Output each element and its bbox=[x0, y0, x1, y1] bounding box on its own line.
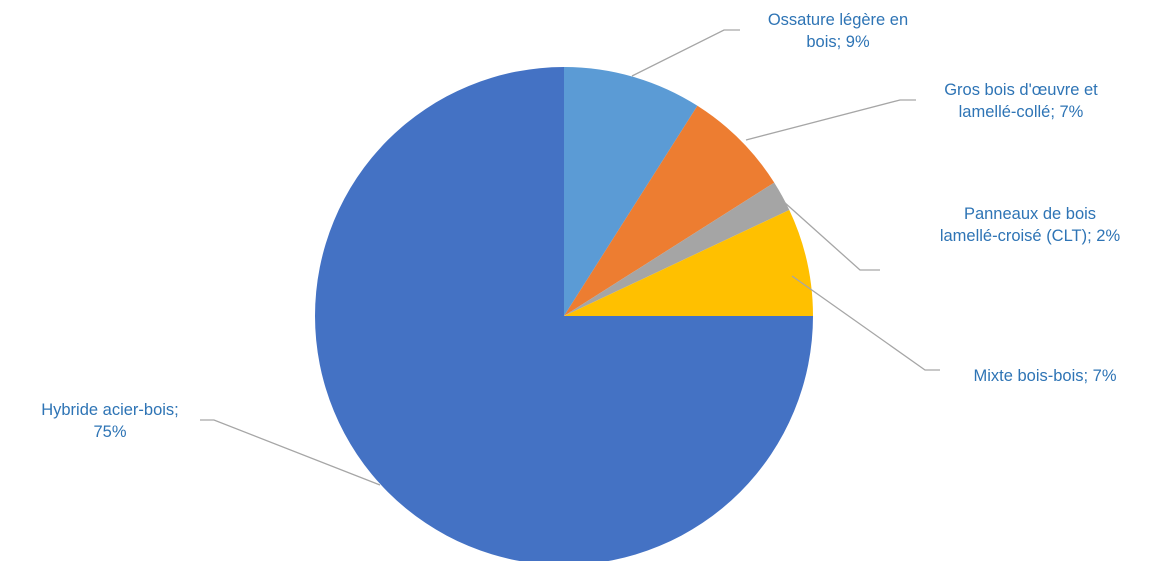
data-label-5-line-1: Hybride acier-bois; bbox=[41, 401, 179, 419]
leader-line-1 bbox=[631, 29, 740, 77]
data-label-2: Gros bois d'œuvre et lamellé-collé; 7% bbox=[944, 81, 1098, 121]
data-label-3-line-1: Panneaux de bois bbox=[964, 205, 1096, 223]
leader-line-4 bbox=[791, 275, 940, 371]
pie-slice-1 bbox=[564, 67, 698, 316]
data-label-1-line-1: Ossature légère en bbox=[768, 11, 908, 29]
pie-slice-3 bbox=[564, 182, 790, 316]
data-label-4-line-1: Mixte bois-bois; 7% bbox=[973, 367, 1116, 385]
data-label-3-line-2: lamellé-croisé (CLT); 2% bbox=[940, 227, 1121, 245]
data-label-1-line-2: bois; 9% bbox=[806, 33, 870, 51]
pie-slices bbox=[315, 67, 813, 561]
pie-slice-4 bbox=[564, 209, 813, 316]
leader-lines bbox=[200, 29, 940, 486]
leader-line-2 bbox=[745, 99, 916, 141]
pie-slice-5 bbox=[315, 67, 813, 561]
data-label-5: Hybride acier-bois; 75% bbox=[41, 401, 179, 441]
leader-line-3 bbox=[783, 201, 880, 271]
data-label-1: Ossature légère en bois; 9% bbox=[768, 11, 908, 51]
leader-line-5 bbox=[200, 419, 381, 486]
data-label-2-line-1: Gros bois d'œuvre et bbox=[944, 81, 1098, 99]
data-labels: Ossature légère en bois; 9% Gros bois d'œu… bbox=[41, 11, 1120, 441]
data-label-5-line-2: 75% bbox=[93, 423, 126, 441]
data-label-2-line-2: lamellé-collé; 7% bbox=[959, 103, 1084, 121]
data-label-3: Panneaux de bois lamellé-croisé (CLT); 2% bbox=[940, 205, 1121, 245]
pie-slice-2 bbox=[564, 105, 775, 316]
data-label-4: Mixte bois-bois; 7% bbox=[973, 367, 1116, 385]
